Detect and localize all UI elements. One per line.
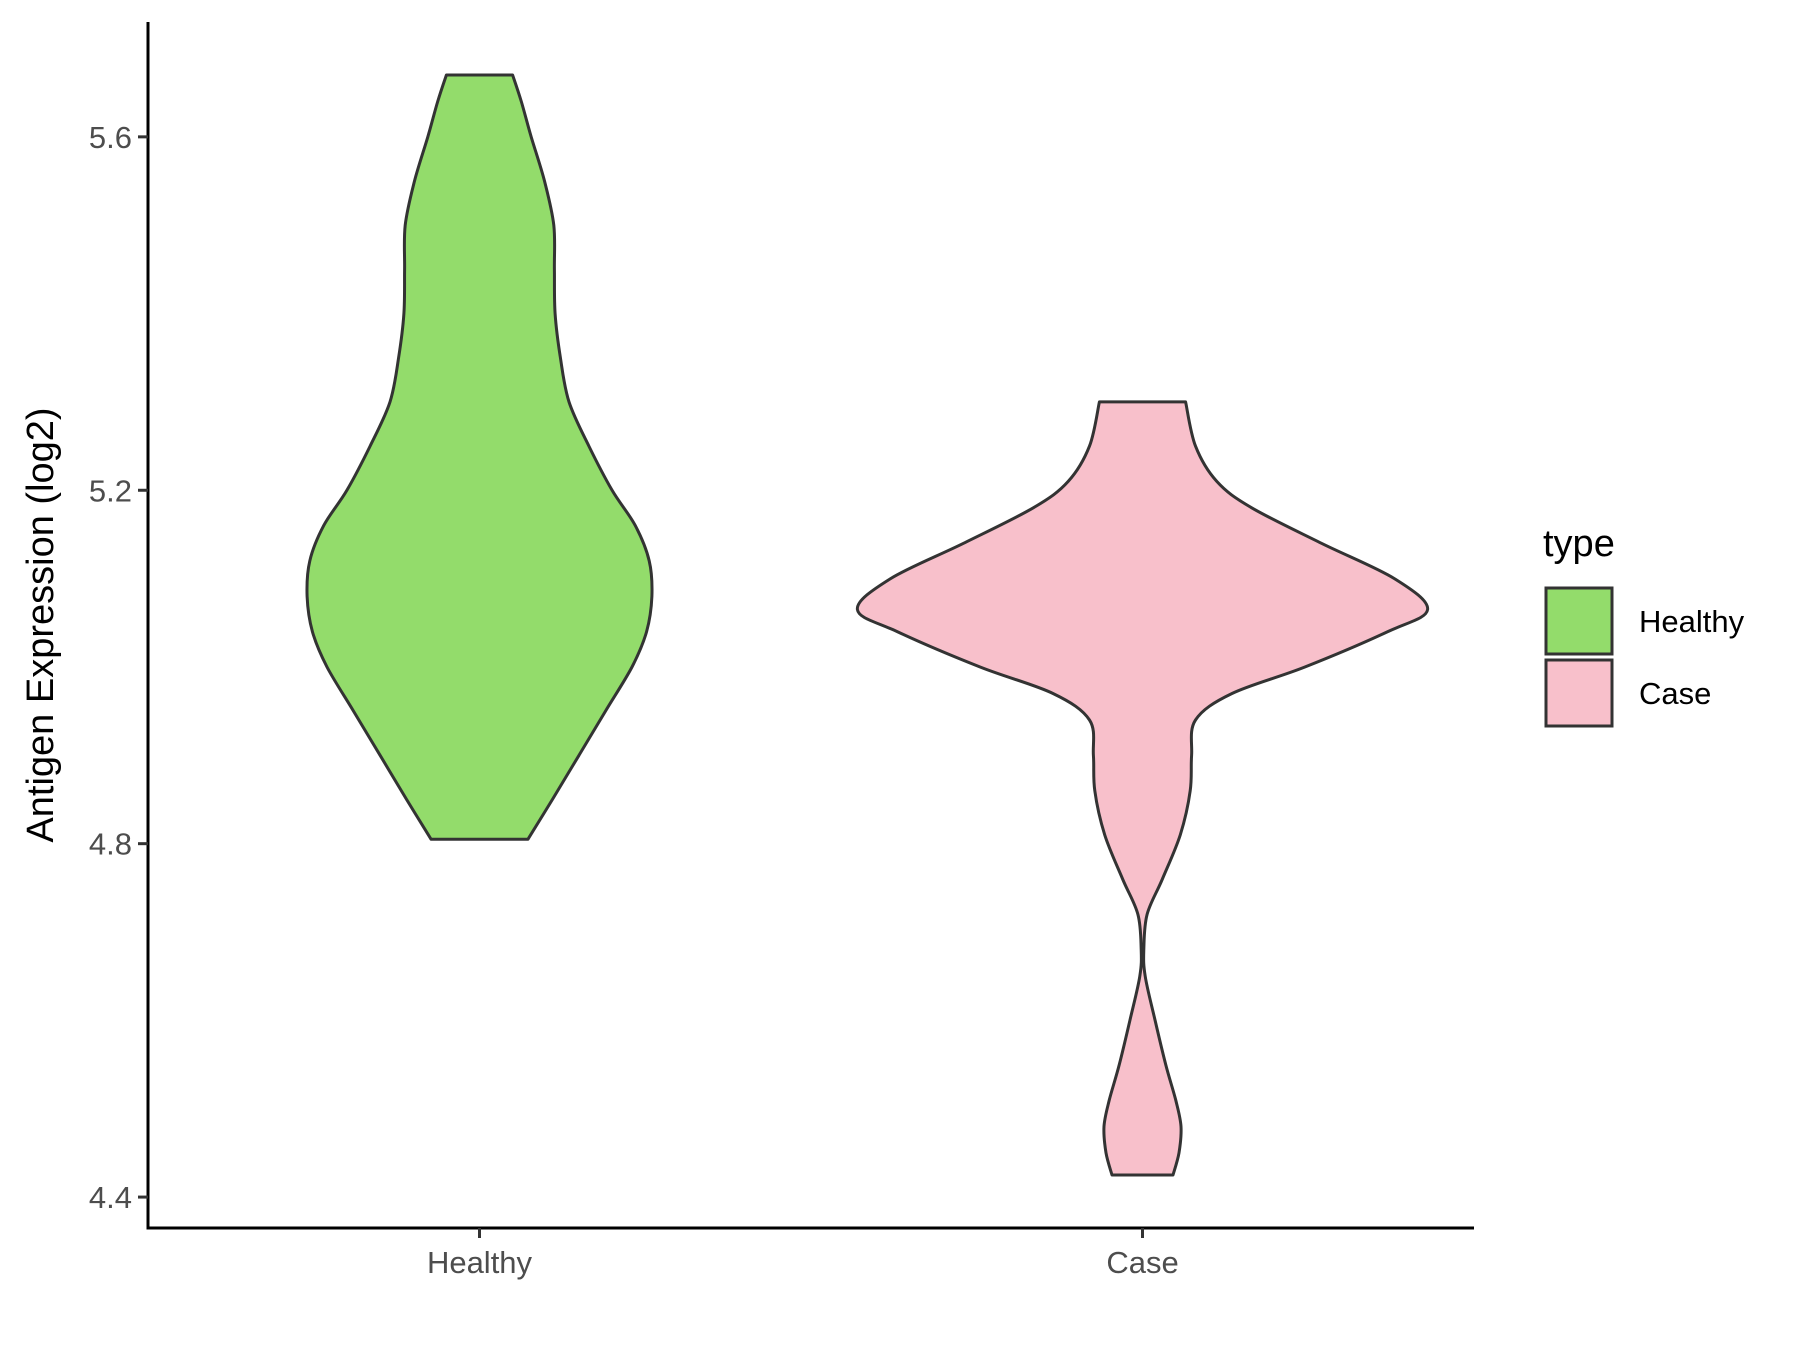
x-axis-ticks: Healthy Case	[427, 1228, 1179, 1280]
y-tick-label: 5.6	[89, 120, 132, 155]
x-tick-label: Healthy	[427, 1245, 533, 1280]
legend-label-case: Case	[1639, 676, 1711, 711]
legend: type Healthy Case	[1543, 523, 1745, 728]
violin-healthy	[305, 73, 654, 841]
legend-key-case	[1544, 658, 1614, 728]
legend-title: type	[1543, 523, 1615, 565]
violin-case	[855, 400, 1430, 1177]
y-axis-title: Antigen Expression (log2)	[20, 407, 62, 842]
y-tick-label: 5.2	[89, 473, 132, 508]
violin-plot-area	[305, 73, 1430, 1177]
y-tick-label: 4.8	[89, 827, 132, 862]
legend-label-healthy: Healthy	[1639, 604, 1745, 639]
legend-key-healthy	[1544, 586, 1614, 656]
y-axis-ticks: 4.4 4.8 5.2 5.6	[89, 120, 148, 1215]
y-tick-label: 4.4	[89, 1180, 132, 1215]
x-tick-label: Case	[1106, 1245, 1178, 1280]
